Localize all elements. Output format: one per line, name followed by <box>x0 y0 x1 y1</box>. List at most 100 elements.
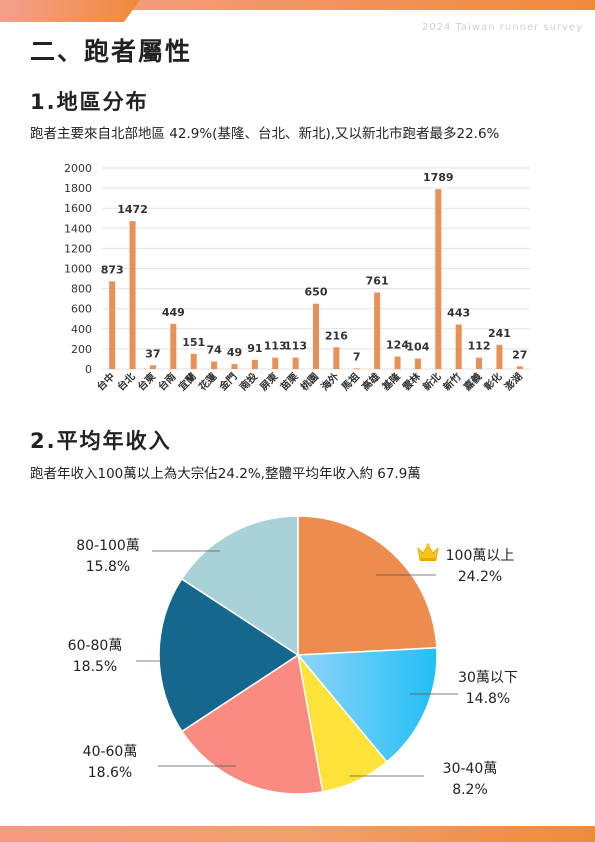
x-tick-label: 彰化 <box>481 370 504 393</box>
y-tick-label: 1600 <box>64 202 92 215</box>
bar <box>516 366 523 369</box>
bar-value-label: 49 <box>227 346 242 359</box>
x-tick-label: 金門 <box>216 370 240 394</box>
y-tick-label: 1200 <box>64 242 92 255</box>
bar-value-label: 113 <box>284 340 307 353</box>
y-tick-label: 0 <box>85 363 92 376</box>
x-tick-label: 台中 <box>94 370 117 393</box>
bar <box>313 303 319 369</box>
pie-slice <box>297 515 438 656</box>
bar <box>476 357 483 369</box>
x-tick-label: 嘉義 <box>460 370 484 394</box>
pie-slice-percent: 8.2% <box>452 782 488 798</box>
x-tick-label: 基隆 <box>379 369 404 394</box>
x-tick-label: 澎湖 <box>502 370 525 393</box>
pie-slice-label: 40-60萬 <box>83 744 138 760</box>
bar-value-label: 449 <box>162 306 185 319</box>
bar <box>231 364 238 369</box>
bar <box>211 361 218 369</box>
bar-y-ticks: 0 200 400 600 800 1000 1200 1400 1600 1800 2000 <box>64 162 92 376</box>
pie-slice-percent: 18.6% <box>88 765 132 781</box>
bar-value-label: 873 <box>101 263 124 276</box>
bar <box>190 353 197 369</box>
bar-value-label: 241 <box>488 327 511 340</box>
y-tick-label: 400 <box>71 323 92 336</box>
pie-slices <box>158 515 438 795</box>
bar <box>149 365 156 369</box>
bar <box>292 357 299 369</box>
x-tick-label: 南投 <box>237 370 260 393</box>
bar-value-label: 216 <box>325 329 348 342</box>
x-tick-label: 台北 <box>114 370 137 393</box>
bar-value-label: 124 <box>386 339 409 352</box>
top-bar-tab <box>0 0 140 22</box>
y-tick-label: 200 <box>71 343 92 356</box>
bar <box>374 292 381 369</box>
bar-value-label: 112 <box>468 340 491 353</box>
x-tick-label: 台東 <box>135 370 158 393</box>
bar <box>129 221 136 369</box>
bar-x-labels: 台中台北台東台南宜蘭花蓮金門南投屏東苗栗桃園海外馬祖高雄基隆雲林新北新竹嘉義彰化… <box>94 369 525 394</box>
income-pie-chart: 100萬以上 24.2% 30萬以下 14.8% 30-40萬 8.2% 40-60萬 18.… <box>68 515 518 798</box>
bar-value-label: 113 <box>264 340 287 353</box>
top-accent-bar <box>0 0 595 22</box>
x-tick-label: 台南 <box>155 370 178 393</box>
bar <box>435 189 442 369</box>
crown-icon <box>417 543 439 561</box>
bar-value-label: 7 <box>353 350 361 363</box>
y-tick-label: 800 <box>71 283 92 296</box>
pie-slice-percent: 15.8% <box>86 559 130 575</box>
bar <box>251 359 258 369</box>
bar-value-label: 104 <box>406 341 429 354</box>
pie-slice-label: 60-80萬 <box>68 638 123 654</box>
x-tick-label: 花蓮 <box>196 370 219 393</box>
bar <box>394 356 401 369</box>
bar <box>455 324 462 369</box>
income-subtitle: 跑者年收入100萬以上為大宗佔24.2%,整體平均年收入約 67.9萬 <box>30 466 421 482</box>
pie-slice-label: 80-100萬 <box>76 538 140 554</box>
pie-slice-label: 30-40萬 <box>443 761 498 777</box>
x-tick-label: 桃園 <box>298 370 321 393</box>
bar-value-label: 650 <box>305 286 328 299</box>
y-tick-label: 1400 <box>64 222 92 235</box>
bar-value-label: 151 <box>182 336 205 349</box>
pie-slice-label: 100萬以上 <box>446 548 515 564</box>
bar-value-label: 74 <box>206 344 222 357</box>
y-tick-label: 2000 <box>64 162 92 175</box>
y-tick-label: 1800 <box>64 182 92 195</box>
region-subtitle: 跑者主要來自北部地區 42.9%(基隆、台北、新北),又以新北市跑者最多22.6… <box>30 126 500 142</box>
pie-slice <box>180 653 324 795</box>
bar <box>272 357 279 369</box>
bar-value-label: 1789 <box>423 171 454 184</box>
bar-value-label: 761 <box>366 275 389 288</box>
pie-leader-lines <box>136 550 458 777</box>
x-tick-label: 雲林 <box>400 369 424 393</box>
x-tick-label: 苗栗 <box>277 370 300 393</box>
x-tick-label: 高雄 <box>359 370 382 393</box>
pie-slice-percent: 24.2% <box>458 569 502 585</box>
section-title: 二、跑者屬性 <box>30 37 193 66</box>
x-tick-label: 新北 <box>420 370 443 393</box>
top-bar-shape <box>0 0 595 10</box>
pie-slice <box>158 577 300 733</box>
y-tick-label: 1000 <box>64 263 92 276</box>
income-heading: 2.平均年收入 <box>30 429 172 453</box>
pie-slice <box>296 647 438 763</box>
pie-slice-label: 30萬以下 <box>458 670 518 686</box>
x-tick-label: 新竹 <box>440 370 463 393</box>
region-heading: 1.地區分布 <box>30 90 149 114</box>
pie-labels: 100萬以上 24.2% 30萬以下 14.8% 30-40萬 8.2% 40-60萬 18.… <box>68 538 518 798</box>
x-tick-label: 馬祖 <box>339 370 362 393</box>
bar-value-label: 91 <box>247 342 262 355</box>
x-tick-label: 海外 <box>318 370 341 393</box>
bar-bars <box>109 189 523 370</box>
bar <box>333 347 340 369</box>
bar-value-label: 37 <box>145 347 160 360</box>
y-tick-label: 600 <box>71 303 92 316</box>
bar-value-label: 1472 <box>117 203 148 216</box>
pie-slice-percent: 18.5% <box>73 659 117 675</box>
bar <box>353 368 360 370</box>
survey-label: 2024 Taiwan runner survey <box>421 22 583 33</box>
region-bar-chart: 0 200 400 600 800 1000 1200 1400 1600 1800 2000 87… <box>64 162 530 394</box>
